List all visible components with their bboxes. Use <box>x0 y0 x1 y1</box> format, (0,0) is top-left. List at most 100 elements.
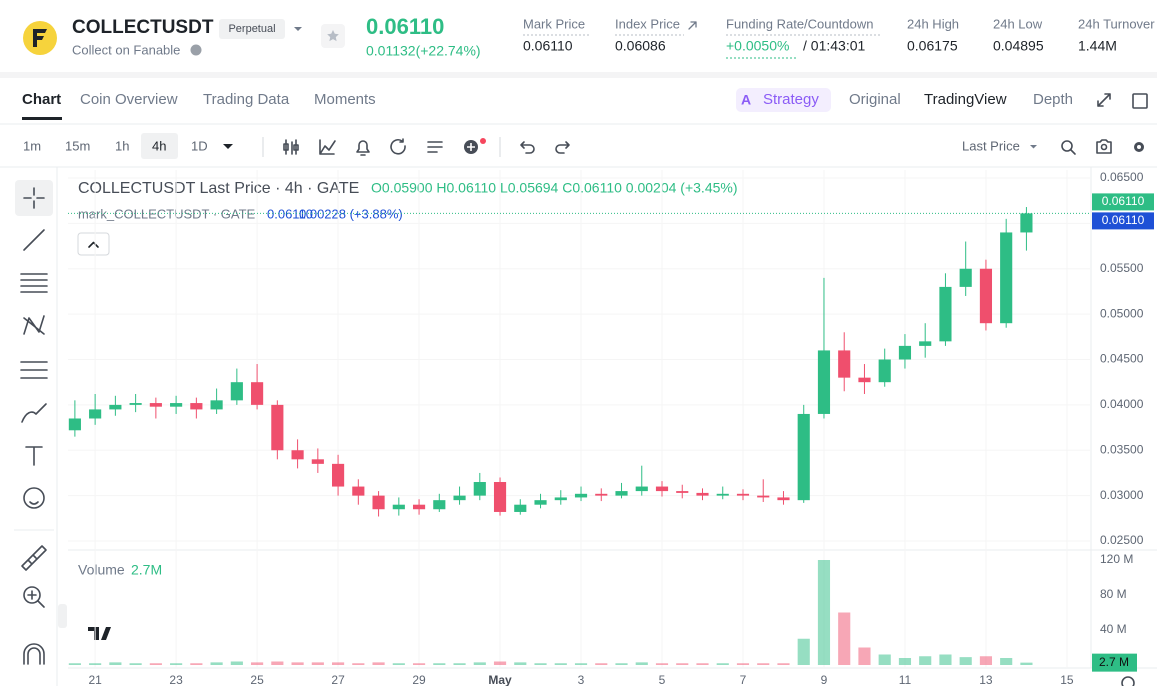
symbol-dropdown[interactable] <box>294 27 302 31</box>
link-icon[interactable] <box>688 21 697 30</box>
tab[interactable]: Trading Data <box>203 91 290 108</box>
candle-body <box>635 486 648 492</box>
y-tick-label: 0.04000 <box>1100 397 1144 411</box>
stat-label: 24h Turnover <box>1078 16 1155 31</box>
volume-bar <box>392 663 405 665</box>
candle-body <box>291 450 304 460</box>
volume-bar <box>554 663 567 665</box>
zoom-tool-mark <box>27 590 45 608</box>
last-price-tag: 0.06110 <box>1102 194 1145 208</box>
badge: Perpetual <box>228 23 275 35</box>
fib-tool[interactable] <box>20 273 48 293</box>
interval[interactable]: 1D <box>191 138 208 153</box>
camera-icon[interactable] <box>1096 139 1112 154</box>
candle-body <box>878 359 891 383</box>
interval[interactable]: 1h <box>115 138 129 153</box>
interval-dropdown[interactable] <box>223 144 233 149</box>
y-tick-label: 0.05500 <box>1100 261 1144 275</box>
symbol[interactable]: COLLECTUSDT <box>72 17 214 38</box>
indicator-icon[interactable] <box>319 139 336 155</box>
redo-icon[interactable] <box>555 141 570 154</box>
volume-bar <box>412 663 426 665</box>
info-icon[interactable] <box>190 44 202 56</box>
interval[interactable]: 15m <box>65 138 90 153</box>
candle-body <box>595 493 608 496</box>
volume-bar <box>271 661 284 665</box>
candle-body <box>311 459 324 464</box>
tradingview-logo[interactable] <box>88 627 111 640</box>
volume-bar <box>797 638 810 665</box>
strategy-pill[interactable] <box>736 88 831 112</box>
volume-bar <box>210 662 223 665</box>
replay-icon[interactable] <box>390 138 406 155</box>
price-source-dropdown[interactable] <box>1030 145 1037 149</box>
pattern-tool[interactable] <box>23 315 45 335</box>
y-tick-label: 0.02500 <box>1100 533 1144 547</box>
alert-icon[interactable] <box>356 140 370 156</box>
price-change: 0.01132(+22.74%) <box>366 43 481 59</box>
tab[interactable]: Coin Overview <box>80 91 178 108</box>
candle-body <box>352 486 365 496</box>
candle-body <box>1000 232 1013 324</box>
candle-body <box>473 482 486 496</box>
undo-icon[interactable] <box>520 141 535 154</box>
chart-title: COLLECTUSDT Last Price · 4h · GATE <box>78 180 359 197</box>
axis-settings[interactable] <box>1121 676 1135 686</box>
chart-type-icon[interactable] <box>283 139 299 155</box>
sidebar-toggle[interactable] <box>58 604 67 628</box>
trendline-tool[interactable] <box>23 229 45 251</box>
view[interactable]: Original <box>849 91 901 108</box>
volume-bar <box>878 654 891 665</box>
prediction-tool[interactable] <box>20 361 48 379</box>
volume-tick-label: 40 M <box>1100 622 1127 636</box>
volume-bar <box>170 663 183 665</box>
volume-bar <box>757 663 770 665</box>
candle-body <box>251 382 264 405</box>
interval[interactable]: 1m <box>23 138 41 153</box>
tab[interactable]: Moments <box>314 91 376 108</box>
brush-tool[interactable] <box>21 403 47 423</box>
candle-body <box>230 382 243 401</box>
funding-rate: +0.0050% <box>726 38 789 54</box>
candle-body <box>797 413 810 501</box>
interval-active[interactable]: 4h <box>152 138 166 153</box>
volume-bar <box>190 663 203 665</box>
tab-active[interactable]: Chart <box>22 91 61 108</box>
window-icon[interactable] <box>1132 93 1148 109</box>
collapse-button[interactable] <box>77 232 110 256</box>
x-tick-label: 13 <box>979 673 993 686</box>
search-icon[interactable] <box>1061 140 1073 152</box>
view[interactable]: Depth <box>1033 91 1073 108</box>
expand-icon[interactable] <box>1097 93 1111 107</box>
volume-bar <box>352 663 365 665</box>
strategy[interactable]: Strategy <box>763 91 819 108</box>
volume-bar <box>817 560 831 665</box>
camera-lens <box>1100 143 1108 151</box>
magnet-tool[interactable] <box>23 643 45 665</box>
stat-value: 0.06110 <box>523 38 573 54</box>
volume-bar <box>473 662 486 665</box>
crosshair-tool[interactable] <box>23 187 45 209</box>
volume-bar <box>68 663 81 665</box>
candle-body <box>109 404 122 410</box>
view-active[interactable]: TradingView <box>924 91 1007 108</box>
stat-label: Funding Rate/Countdown <box>726 16 873 31</box>
candle-body <box>190 403 203 410</box>
plot: 0.02500 0.03000 0.03500 0.04000 0.04500 0.050… <box>68 170 1154 686</box>
template-icon[interactable] <box>427 141 443 153</box>
ruler-tool[interactable] <box>21 545 47 571</box>
volume-bar <box>898 658 912 665</box>
candle-body <box>210 400 223 410</box>
price-source[interactable]: Last Price <box>962 138 1020 153</box>
volume-bar <box>595 663 608 665</box>
candle-body <box>736 493 750 496</box>
volume-bar <box>311 662 324 665</box>
emoji-tool[interactable] <box>23 487 45 509</box>
mark-value: 0.06110 <box>267 206 313 221</box>
volume-bar <box>1000 658 1013 665</box>
x-tick-label: 3 <box>578 673 585 686</box>
volume-title: Volume <box>78 562 125 578</box>
text-tool[interactable] <box>25 446 43 466</box>
zoom-tool[interactable] <box>23 586 41 604</box>
